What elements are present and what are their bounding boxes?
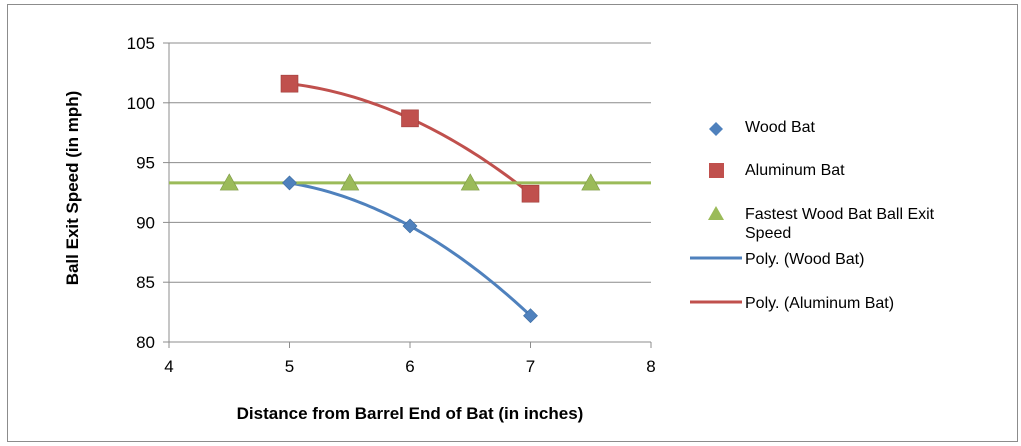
x-tick-label: 7 xyxy=(526,357,535,376)
legend-label-poly-wood-bat: Poly. (Wood Bat) xyxy=(745,251,864,268)
legend-label-aluminum-bat: Aluminum Bat xyxy=(745,162,845,179)
chart-frame xyxy=(7,4,1018,442)
data-point-fastest-wood-bat xyxy=(340,173,360,191)
data-point-aluminum-bat xyxy=(280,74,299,93)
data-point-wood-bat xyxy=(523,308,538,324)
x-tick-label: 4 xyxy=(164,357,173,376)
legend-item-poly-aluminum-bat: Poly. (Aluminum Bat) xyxy=(690,295,894,312)
legend-item-wood-bat: Wood Bat xyxy=(709,119,816,136)
legend: Wood Bat Aluminum Bat Fastest Wood Bat B… xyxy=(690,119,935,312)
legend-marker-aluminum-bat xyxy=(709,163,724,178)
data-point-aluminum-bat xyxy=(401,109,419,128)
y-tick-label: 100 xyxy=(127,94,155,113)
x-tick-label: 6 xyxy=(405,357,414,376)
legend-label-fastest-wood-bat: Fastest Wood Bat Ball Exit Speed xyxy=(745,206,935,242)
data-point-wood-bat xyxy=(282,175,297,191)
legend-item-poly-wood-bat: Poly. (Wood Bat) xyxy=(690,251,864,268)
trendline-wood-bat xyxy=(289,181,532,317)
x-tick-label: 8 xyxy=(646,357,655,376)
data-point-fastest-wood-bat xyxy=(219,173,239,191)
y-tick-label: 95 xyxy=(136,154,155,173)
data-point-wood-bat xyxy=(402,218,418,234)
x-axis-title: Distance from Barrel End of Bat (in inch… xyxy=(237,404,584,423)
data-point-fastest-wood-bat xyxy=(460,173,480,191)
axes: 80 85 90 95 100 105 4 5 6 7 8 xyxy=(127,34,656,376)
legend-label-poly-aluminum-bat: Poly. (Aluminum Bat) xyxy=(745,295,894,312)
x-tick-label: 5 xyxy=(285,357,294,376)
data-point-aluminum-bat xyxy=(521,184,540,203)
legend-label-wood-bat: Wood Bat xyxy=(745,119,816,136)
y-tick-label: 90 xyxy=(136,213,155,232)
legend-item-fastest-wood-bat: Fastest Wood Bat Ball Exit Speed xyxy=(708,206,935,242)
gridlines xyxy=(169,42,651,283)
y-tick-label: 80 xyxy=(136,333,155,352)
y-tick-label: 105 xyxy=(127,34,155,53)
legend-marker-wood-bat xyxy=(709,122,723,136)
y-axis-title: Ball Exit Speed (in mph) xyxy=(63,91,82,286)
legend-marker-fastest-wood-bat xyxy=(708,206,724,220)
trendline-aluminum-bat xyxy=(289,82,532,195)
y-tick-label: 85 xyxy=(136,273,155,292)
data-markers xyxy=(219,74,601,324)
data-point-fastest-wood-bat xyxy=(581,173,601,191)
legend-item-aluminum-bat: Aluminum Bat xyxy=(709,162,845,179)
